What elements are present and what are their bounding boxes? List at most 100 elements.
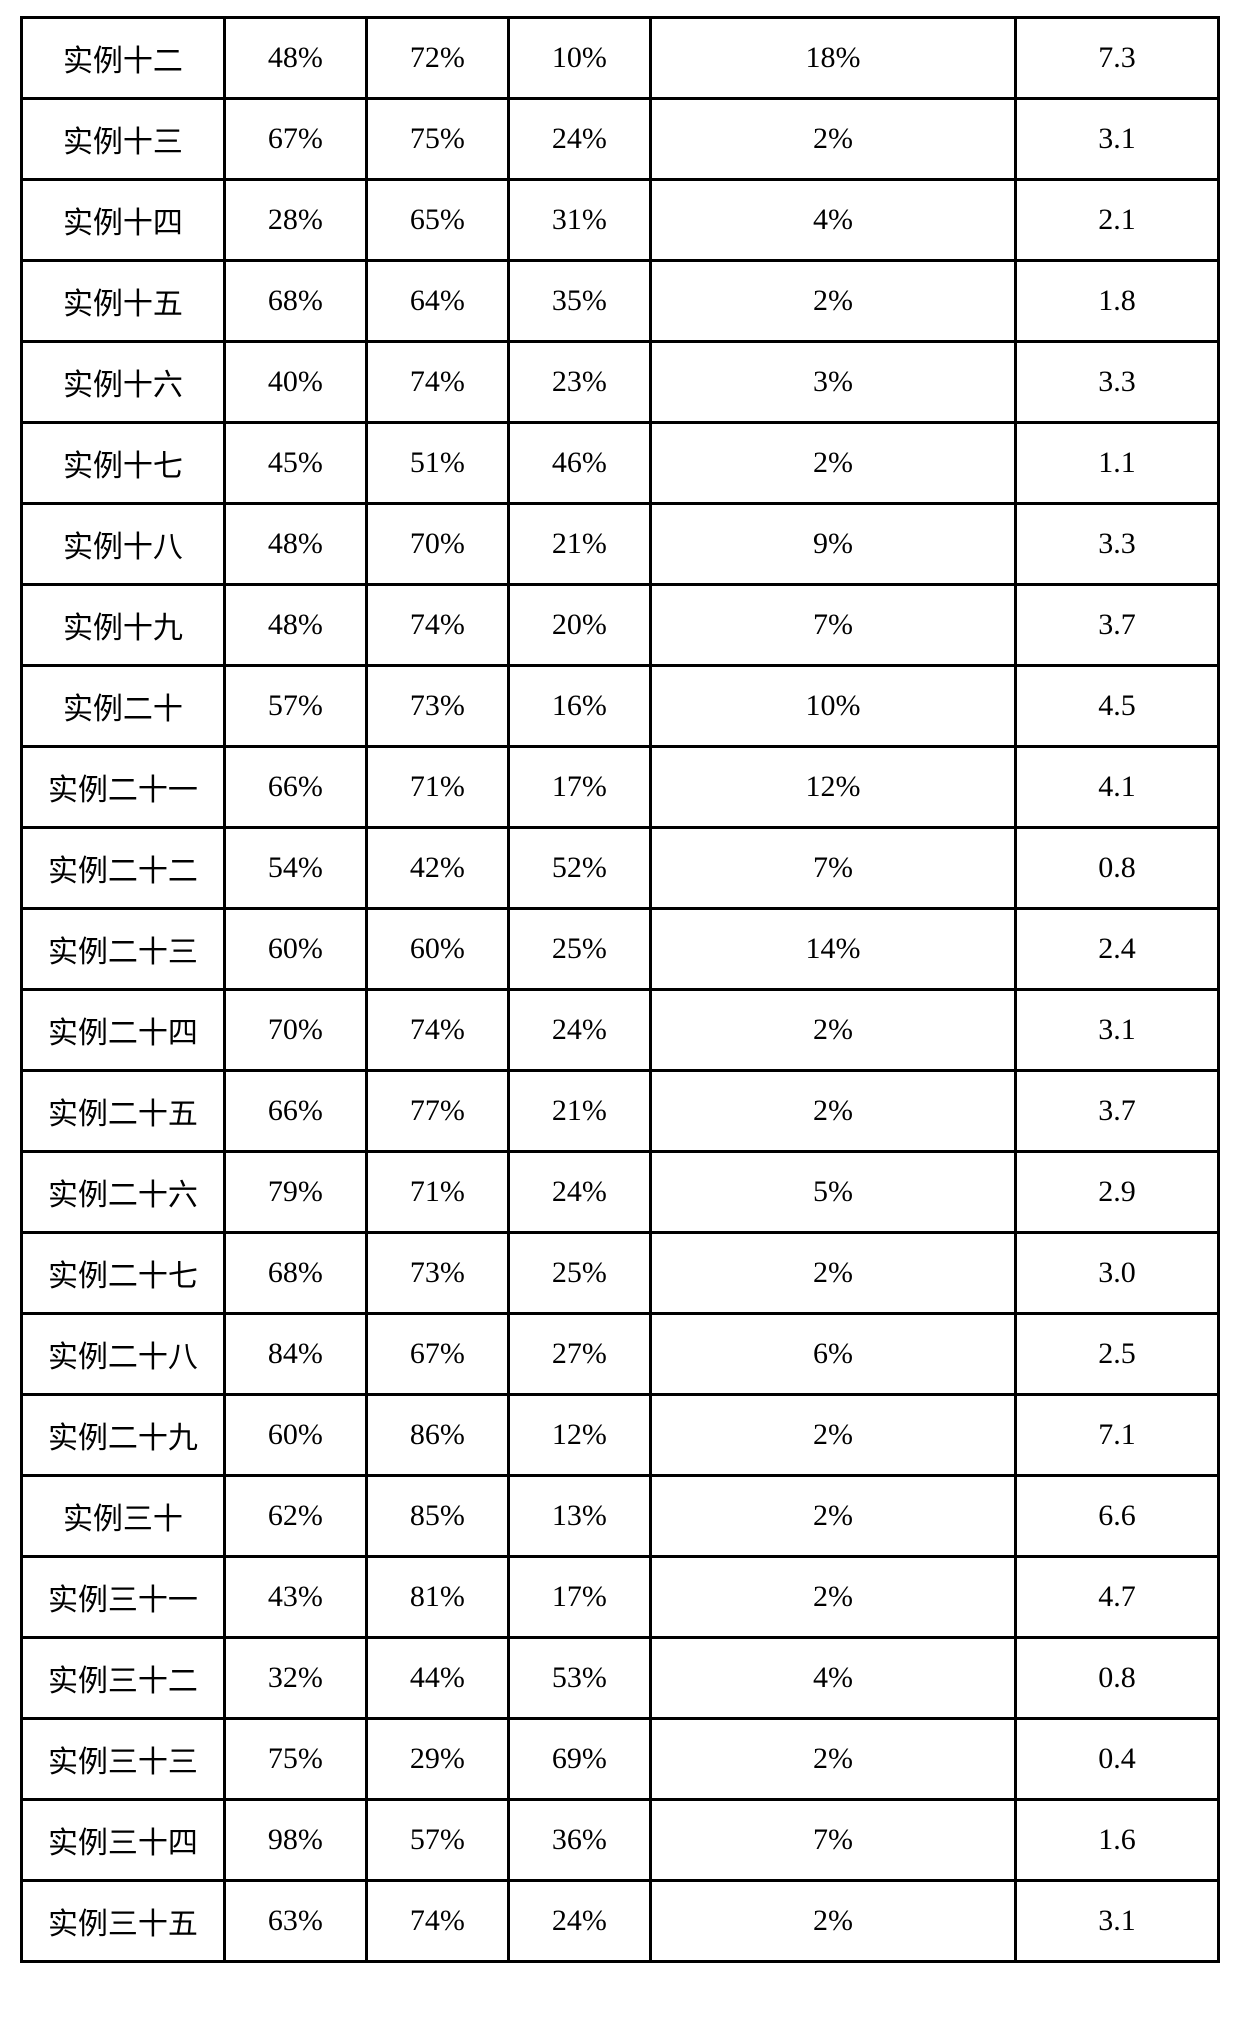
table-row: 实例三十四98%57%36%7%1.6 <box>22 1800 1219 1881</box>
table-row: 实例十九48%74%20%7%3.7 <box>22 585 1219 666</box>
value-cell: 81% <box>366 1557 508 1638</box>
row-label-cell: 实例二十五 <box>22 1071 225 1152</box>
value-cell: 2.1 <box>1016 180 1219 261</box>
value-cell: 60% <box>224 909 366 990</box>
value-cell: 77% <box>366 1071 508 1152</box>
value-cell: 57% <box>366 1800 508 1881</box>
value-cell: 71% <box>366 1152 508 1233</box>
value-cell: 27% <box>508 1314 650 1395</box>
value-cell: 4.7 <box>1016 1557 1219 1638</box>
value-cell: 24% <box>508 1152 650 1233</box>
value-cell: 3.3 <box>1016 342 1219 423</box>
table-row: 实例三十62%85%13%2%6.6 <box>22 1476 1219 1557</box>
value-cell: 7.1 <box>1016 1395 1219 1476</box>
row-label-cell: 实例十九 <box>22 585 225 666</box>
value-cell: 98% <box>224 1800 366 1881</box>
value-cell: 32% <box>224 1638 366 1719</box>
table-row: 实例二十四70%74%24%2%3.1 <box>22 990 1219 1071</box>
value-cell: 6% <box>650 1314 1015 1395</box>
value-cell: 3.3 <box>1016 504 1219 585</box>
value-cell: 3.0 <box>1016 1233 1219 1314</box>
value-cell: 65% <box>366 180 508 261</box>
value-cell: 73% <box>366 666 508 747</box>
value-cell: 48% <box>224 585 366 666</box>
value-cell: 2% <box>650 1476 1015 1557</box>
value-cell: 7% <box>650 828 1015 909</box>
table-row: 实例二十一66%71%17%12%4.1 <box>22 747 1219 828</box>
value-cell: 54% <box>224 828 366 909</box>
value-cell: 67% <box>366 1314 508 1395</box>
value-cell: 2% <box>650 1557 1015 1638</box>
value-cell: 2% <box>650 990 1015 1071</box>
page: 实例十二48%72%10%18%7.3实例十三67%75%24%2%3.1实例十… <box>0 0 1240 1979</box>
value-cell: 68% <box>224 261 366 342</box>
row-label-cell: 实例三十四 <box>22 1800 225 1881</box>
row-label-cell: 实例二十三 <box>22 909 225 990</box>
value-cell: 28% <box>224 180 366 261</box>
value-cell: 53% <box>508 1638 650 1719</box>
value-cell: 74% <box>366 585 508 666</box>
value-cell: 0.8 <box>1016 1638 1219 1719</box>
row-label-cell: 实例二十四 <box>22 990 225 1071</box>
value-cell: 85% <box>366 1476 508 1557</box>
value-cell: 74% <box>366 1881 508 1962</box>
table-row: 实例二十57%73%16%10%4.5 <box>22 666 1219 747</box>
value-cell: 4% <box>650 180 1015 261</box>
value-cell: 24% <box>508 990 650 1071</box>
value-cell: 69% <box>508 1719 650 1800</box>
value-cell: 7.3 <box>1016 18 1219 99</box>
value-cell: 70% <box>366 504 508 585</box>
value-cell: 52% <box>508 828 650 909</box>
value-cell: 2.9 <box>1016 1152 1219 1233</box>
value-cell: 2% <box>650 1719 1015 1800</box>
row-label-cell: 实例三十 <box>22 1476 225 1557</box>
value-cell: 44% <box>366 1638 508 1719</box>
value-cell: 3.1 <box>1016 1881 1219 1962</box>
value-cell: 36% <box>508 1800 650 1881</box>
value-cell: 35% <box>508 261 650 342</box>
table-row: 实例二十九60%86%12%2%7.1 <box>22 1395 1219 1476</box>
value-cell: 68% <box>224 1233 366 1314</box>
table-row: 实例十六40%74%23%3%3.3 <box>22 342 1219 423</box>
value-cell: 14% <box>650 909 1015 990</box>
row-label-cell: 实例二十二 <box>22 828 225 909</box>
value-cell: 75% <box>224 1719 366 1800</box>
value-cell: 2% <box>650 261 1015 342</box>
value-cell: 7% <box>650 585 1015 666</box>
row-label-cell: 实例三十一 <box>22 1557 225 1638</box>
value-cell: 57% <box>224 666 366 747</box>
value-cell: 21% <box>508 1071 650 1152</box>
table-row: 实例三十一43%81%17%2%4.7 <box>22 1557 1219 1638</box>
value-cell: 67% <box>224 99 366 180</box>
row-label-cell: 实例二十九 <box>22 1395 225 1476</box>
row-label-cell: 实例十八 <box>22 504 225 585</box>
value-cell: 62% <box>224 1476 366 1557</box>
value-cell: 10% <box>650 666 1015 747</box>
value-cell: 2.5 <box>1016 1314 1219 1395</box>
row-label-cell: 实例二十七 <box>22 1233 225 1314</box>
value-cell: 2% <box>650 1071 1015 1152</box>
value-cell: 23% <box>508 342 650 423</box>
value-cell: 79% <box>224 1152 366 1233</box>
row-label-cell: 实例二十八 <box>22 1314 225 1395</box>
value-cell: 64% <box>366 261 508 342</box>
value-cell: 74% <box>366 990 508 1071</box>
value-cell: 12% <box>650 747 1015 828</box>
table-row: 实例十二48%72%10%18%7.3 <box>22 18 1219 99</box>
value-cell: 3.1 <box>1016 99 1219 180</box>
value-cell: 9% <box>650 504 1015 585</box>
value-cell: 40% <box>224 342 366 423</box>
table-row: 实例二十七68%73%25%2%3.0 <box>22 1233 1219 1314</box>
row-label-cell: 实例三十五 <box>22 1881 225 1962</box>
row-label-cell: 实例三十二 <box>22 1638 225 1719</box>
value-cell: 2% <box>650 1233 1015 1314</box>
value-cell: 7% <box>650 1800 1015 1881</box>
value-cell: 84% <box>224 1314 366 1395</box>
value-cell: 2.4 <box>1016 909 1219 990</box>
value-cell: 1.1 <box>1016 423 1219 504</box>
row-label-cell: 实例二十六 <box>22 1152 225 1233</box>
table-row: 实例三十五63%74%24%2%3.1 <box>22 1881 1219 1962</box>
value-cell: 66% <box>224 747 366 828</box>
value-cell: 3.7 <box>1016 1071 1219 1152</box>
row-label-cell: 实例十四 <box>22 180 225 261</box>
